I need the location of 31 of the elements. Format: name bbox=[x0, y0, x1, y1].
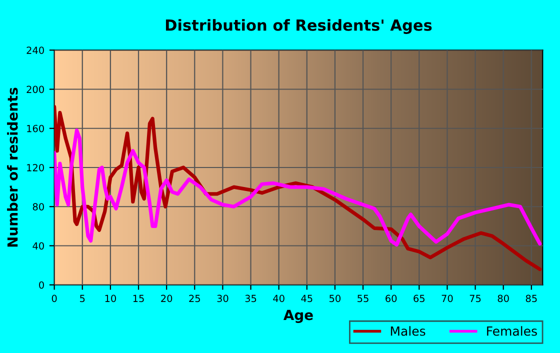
x-tick-label: 85 bbox=[526, 294, 537, 302]
x-tick-label: 80 bbox=[498, 294, 509, 302]
x-axis-title: Age bbox=[283, 310, 313, 323]
y-tick-label: 0 bbox=[39, 281, 44, 289]
x-tick-label: 25 bbox=[189, 294, 200, 302]
y-tick-label: 80 bbox=[32, 203, 44, 210]
x-tick-label: 30 bbox=[217, 294, 228, 302]
x-tick-label: 55 bbox=[358, 294, 368, 302]
x-tick-label: 45 bbox=[301, 294, 312, 302]
x-tick-label: 5 bbox=[80, 294, 85, 302]
y-tick-label: 40 bbox=[32, 242, 44, 250]
x-tick-label: 65 bbox=[414, 294, 424, 302]
chart-title: Distribution of Residents' Ages bbox=[166, 19, 432, 34]
x-tick-label: 35 bbox=[245, 294, 256, 302]
x-tick-label: 0 bbox=[52, 294, 57, 302]
x-tick-label: 70 bbox=[442, 294, 453, 302]
x-tick-label: 40 bbox=[273, 294, 284, 302]
x-tick-label: 75 bbox=[470, 294, 481, 302]
line-series bbox=[54, 128, 542, 247]
x-tick-label: 15 bbox=[133, 294, 144, 302]
legend-label: Males bbox=[390, 326, 426, 336]
x-tick-label: 60 bbox=[386, 294, 397, 302]
y-tick-label: 240 bbox=[26, 46, 44, 54]
y-tick-label: 200 bbox=[26, 86, 44, 94]
x-tick-label: 10 bbox=[105, 294, 116, 302]
y-tick-label: 160 bbox=[27, 124, 44, 132]
y-tick-label: 120 bbox=[27, 164, 44, 172]
legend-label: Females bbox=[487, 326, 537, 336]
x-tick-label: 50 bbox=[330, 294, 341, 302]
y-axis-title: Number of residents bbox=[7, 88, 18, 247]
x-tick-label: 20 bbox=[161, 294, 172, 302]
